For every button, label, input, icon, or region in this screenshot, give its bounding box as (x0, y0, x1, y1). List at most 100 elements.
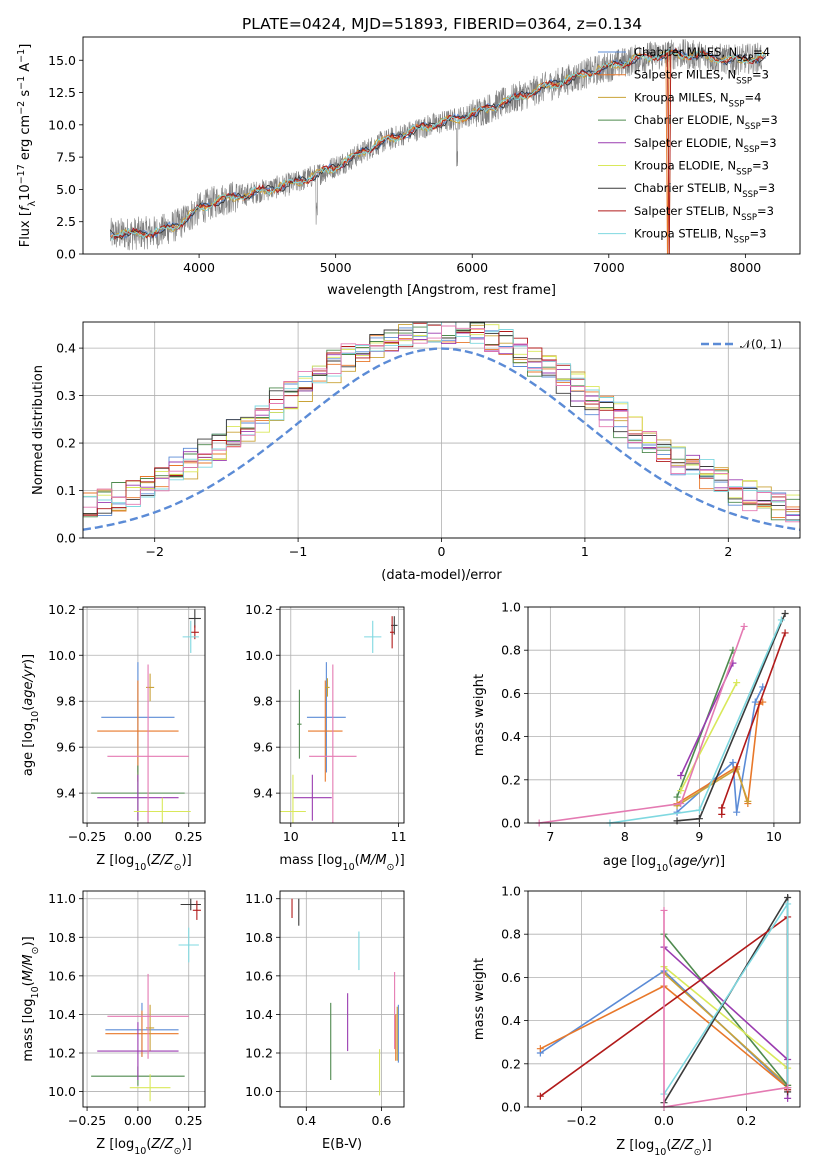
y-tick-label: 0.3 (56, 388, 76, 403)
x-axis-label-6: E(B-V) (322, 1137, 362, 1152)
y-tick-label: 11.0 (245, 891, 273, 906)
axes-frame-0 (82, 36, 801, 255)
weight-marker (784, 1094, 792, 1102)
legend-entry: Salpeter ELODIE, NSSP=3 (634, 136, 777, 155)
y-tick-label: 10.4 (245, 1007, 273, 1022)
legend-entry: Kroupa MILES, NSSP=4 (634, 90, 761, 109)
weight-line (663, 965, 789, 1069)
axes-frame-4 (527, 606, 801, 824)
weight-line (663, 972, 789, 1086)
panel-2: −0.25 0.00 0.25 9.4 9.6 9.8 10.0 10.2 (48, 602, 205, 844)
weight-line (676, 613, 786, 822)
y-tick-label: 10.2 (48, 1046, 76, 1061)
y-tick-label: 1.0 (501, 884, 521, 899)
y-tick-label: 10.6 (48, 968, 76, 983)
axes-frame-3 (279, 606, 405, 824)
x-axis-label-1: (data-model)/error (381, 568, 502, 583)
weight-line (680, 682, 738, 791)
spectrum-model-kroupa-stelib (109, 48, 767, 241)
y-tick-label: 10.0 (48, 1084, 76, 1099)
y-tick-label: 0.4 (501, 1013, 521, 1028)
y-tick-label: 11.0 (48, 891, 76, 906)
x-tick-label: 5000 (320, 260, 352, 275)
weight-line (676, 701, 764, 805)
weight-marker (777, 616, 785, 624)
y-tick-label: 10.6 (245, 968, 273, 983)
y-tick-label: 10.8 (245, 930, 273, 945)
x-tick-label: −0.25 (68, 829, 106, 844)
x-tick-label: 0.25 (175, 1113, 203, 1128)
y-axis-label-2: age [log10(age/yr)] (21, 654, 41, 776)
weight-marker (677, 800, 685, 808)
gauss-legend-label: 𝒩(0, 1) (740, 337, 782, 351)
x-tick-label: −1 (289, 544, 307, 559)
gaussian-curve (83, 347, 800, 531)
weight-marker (740, 622, 748, 630)
x-axis-label-7: Z [log10(Z/Z⊙)] (616, 1138, 711, 1158)
x-tick-label: 9 (695, 829, 703, 844)
legend-entry: Chabrier MILES, NSSP=4 (634, 45, 770, 64)
weight-marker (784, 1084, 792, 1092)
x-tick-label: 0 (438, 544, 446, 559)
x-tick-label: 8 (621, 829, 629, 844)
weight-marker (677, 787, 685, 795)
panel-6: 0.4 0.6 10.0 10.2 10.4 10.6 10.8 11.0 (245, 891, 404, 1128)
y-tick-label: 0.2 (56, 436, 76, 451)
y-tick-label: 10.8 (48, 930, 76, 945)
y-tick-label: 5.0 (56, 182, 76, 197)
legend-entry: Chabrier ELODIE, NSSP=3 (634, 113, 778, 132)
weight-marker (751, 698, 759, 706)
y-tick-label: 0.2 (501, 1056, 521, 1071)
weight-marker (660, 906, 668, 914)
y-tick-label: 15.0 (48, 53, 76, 68)
weight-line (663, 910, 788, 1107)
y-tick-label: 0.0 (501, 1100, 521, 1115)
y-tick-label: 9.8 (56, 694, 76, 709)
x-tick-label: 0.0 (654, 1113, 674, 1128)
weight-line (539, 626, 745, 823)
weight-line (663, 901, 789, 1095)
weight-marker (781, 629, 789, 637)
weight-marker (536, 1045, 544, 1053)
weight-marker (729, 759, 737, 767)
y-tick-label: 10.0 (245, 1084, 273, 1099)
x-tick-label: 10 (766, 829, 782, 844)
panel-1: −2 −1 0 1 2 0.0 0.1 0.2 0.3 0.4 (56, 322, 800, 559)
panel-0: 4000 5000 6000 7000 8000 0.0 2.5 5.0 7.5 10.0 12.5… (48, 53, 761, 275)
x-tick-label: 0.25 (175, 829, 203, 844)
axes-frame-7 (527, 890, 801, 1108)
y-tick-label: 10.2 (245, 602, 273, 617)
weight-marker (695, 806, 703, 814)
x-axis-label-4: age [log10(age/yr)] (603, 854, 725, 874)
axes-frame-6 (279, 890, 405, 1108)
weight-marker (744, 797, 752, 805)
x-tick-label: 0.00 (124, 829, 152, 844)
y-tick-label: 0.6 (501, 686, 521, 701)
weight-line (663, 946, 789, 1099)
y-tick-label: 9.4 (56, 786, 76, 801)
y-tick-label: 0.0 (56, 247, 76, 262)
x-axis-label-0: wavelength [Angstrom, rest frame] (327, 283, 556, 298)
y-tick-label: 0.6 (501, 970, 521, 985)
x-axis-label-2: Z [log10(Z/Z⊙)] (96, 853, 191, 873)
y-tick-label: 12.5 (48, 85, 76, 100)
y-tick-label: 1.0 (501, 600, 521, 615)
y-tick-label: 0.0 (56, 531, 76, 546)
weight-marker (718, 810, 726, 818)
weight-marker (733, 808, 741, 816)
x-tick-label: −0.2 (566, 1113, 596, 1128)
y-tick-label: 0.8 (501, 643, 521, 658)
y-tick-label: 9.8 (253, 694, 273, 709)
legend-entry: Kroupa ELODIE, NSSP=3 (634, 159, 769, 178)
x-tick-label: 4000 (183, 260, 215, 275)
y-tick-label: 10.2 (245, 1046, 273, 1061)
x-tick-label: 0.4 (296, 1113, 316, 1128)
y-tick-label: 0.2 (501, 772, 521, 787)
y-tick-label: 0.4 (56, 341, 76, 356)
x-tick-label: 0.00 (124, 1113, 152, 1128)
x-tick-label: 7 (546, 829, 554, 844)
y-tick-label: 0.8 (501, 927, 521, 942)
y-tick-label: 10.0 (48, 117, 76, 132)
x-tick-label: −0.25 (68, 1113, 106, 1128)
